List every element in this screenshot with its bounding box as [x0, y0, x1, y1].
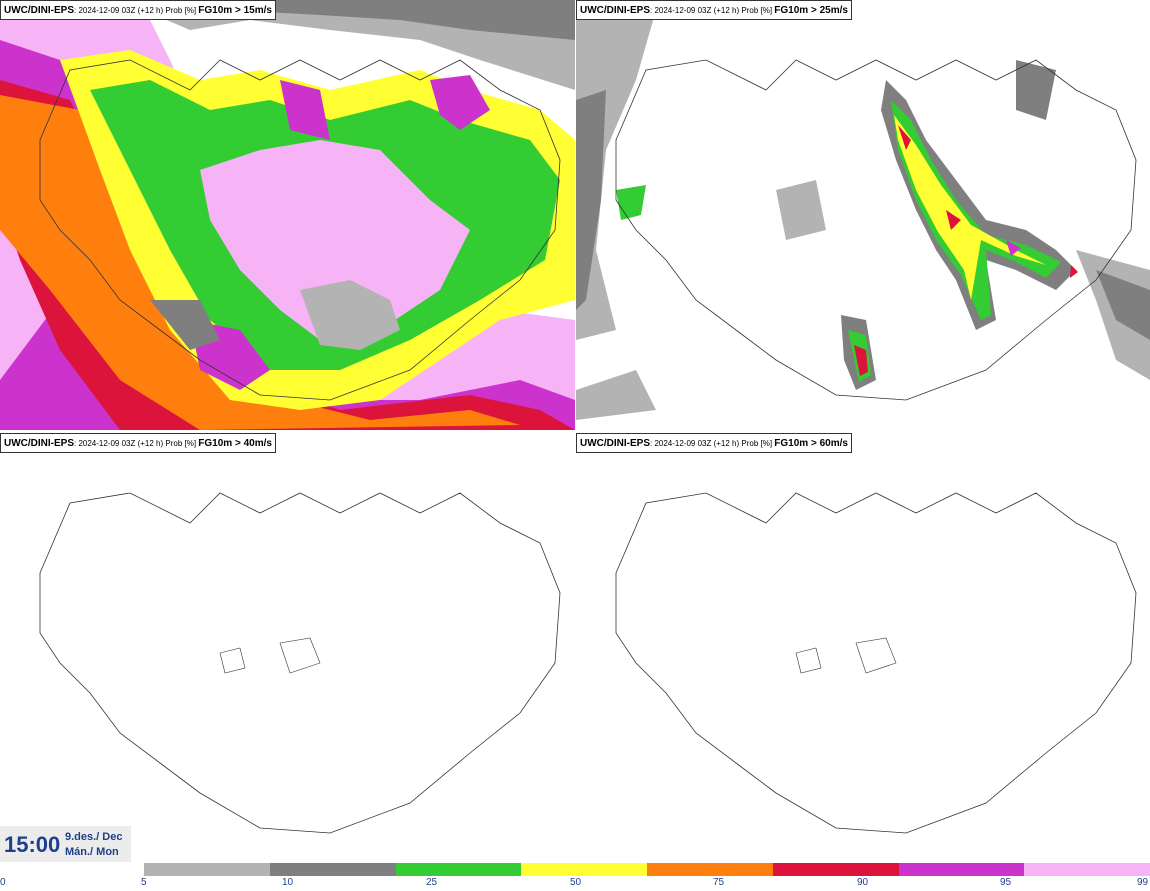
probability-map-60ms — [576, 433, 1150, 861]
probability-map-25ms — [576, 0, 1150, 430]
colorbar-segment — [898, 863, 1025, 876]
colorbar-tick-label: 10 — [282, 877, 294, 888]
colorbar-segment — [647, 863, 773, 876]
colorbar-tick-label: 5 — [141, 877, 147, 888]
colorbar-segment — [521, 863, 647, 876]
map-panel-25ms: UWC/DINI-EPS: 2024-12-09 03Z (+12 h) Pro… — [576, 0, 1150, 430]
map-panel-15ms: UWC/DINI-EPS: 2024-12-09 03Z (+12 h) Pro… — [0, 0, 575, 430]
valid-time-box: 15:00 9.des./ Dec Mán./ Mon — [0, 826, 131, 862]
model-name: UWC/DINI-EPS — [580, 5, 650, 16]
model-name: UWC/DINI-EPS — [580, 438, 650, 449]
panel-title: UWC/DINI-EPS: 2024-12-09 03Z (+12 h) Pro… — [0, 0, 276, 20]
colorbar-tick-label: 0 — [0, 877, 6, 888]
run-info: : 2024-12-09 03Z (+12 h) Prob [%] — [74, 6, 199, 15]
colorbar-segment — [772, 863, 899, 876]
colorbar-tick-label: 75 — [713, 877, 725, 888]
colorbar-tick-label: 99 — [1137, 877, 1149, 888]
colorbar-segment — [1024, 863, 1150, 876]
colorbar-tick-label: 25 — [426, 877, 438, 888]
colorbar-tick-label: 90 — [857, 877, 869, 888]
valid-date: 9.des./ Dec — [65, 831, 123, 843]
panel-title: UWC/DINI-EPS: 2024-12-09 03Z (+12 h) Pro… — [576, 0, 852, 20]
run-info: : 2024-12-09 03Z (+12 h) Prob [%] — [74, 439, 199, 448]
colorbar-segment — [395, 863, 522, 876]
model-name: UWC/DINI-EPS — [4, 438, 74, 449]
map-panel-40ms: UWC/DINI-EPS: 2024-12-09 03Z (+12 h) Pro… — [0, 433, 575, 861]
colorbar-segment — [269, 863, 396, 876]
map-panel-60ms: UWC/DINI-EPS: 2024-12-09 03Z (+12 h) Pro… — [576, 433, 1150, 861]
field-name: FG10m > 40m/s — [198, 438, 272, 449]
field-name: FG10m > 25m/s — [774, 5, 848, 16]
colorbar-tick-label: 95 — [1000, 877, 1012, 888]
field-name: FG10m > 15m/s — [198, 5, 272, 16]
colorbar-segment — [144, 863, 270, 876]
probability-map-40ms — [0, 433, 575, 861]
probability-colorbar — [144, 863, 1150, 876]
panel-title: UWC/DINI-EPS: 2024-12-09 03Z (+12 h) Pro… — [0, 433, 276, 453]
probability-map-15ms — [0, 0, 575, 430]
valid-day: Mán./ Mon — [65, 846, 119, 858]
field-name: FG10m > 60m/s — [774, 438, 848, 449]
valid-time: 15:00 — [4, 832, 61, 857]
run-info: : 2024-12-09 03Z (+12 h) Prob [%] — [650, 439, 775, 448]
run-info: : 2024-12-09 03Z (+12 h) Prob [%] — [650, 6, 775, 15]
panel-title: UWC/DINI-EPS: 2024-12-09 03Z (+12 h) Pro… — [576, 433, 852, 453]
colorbar-tick-label: 50 — [570, 877, 582, 888]
model-name: UWC/DINI-EPS — [4, 5, 74, 16]
